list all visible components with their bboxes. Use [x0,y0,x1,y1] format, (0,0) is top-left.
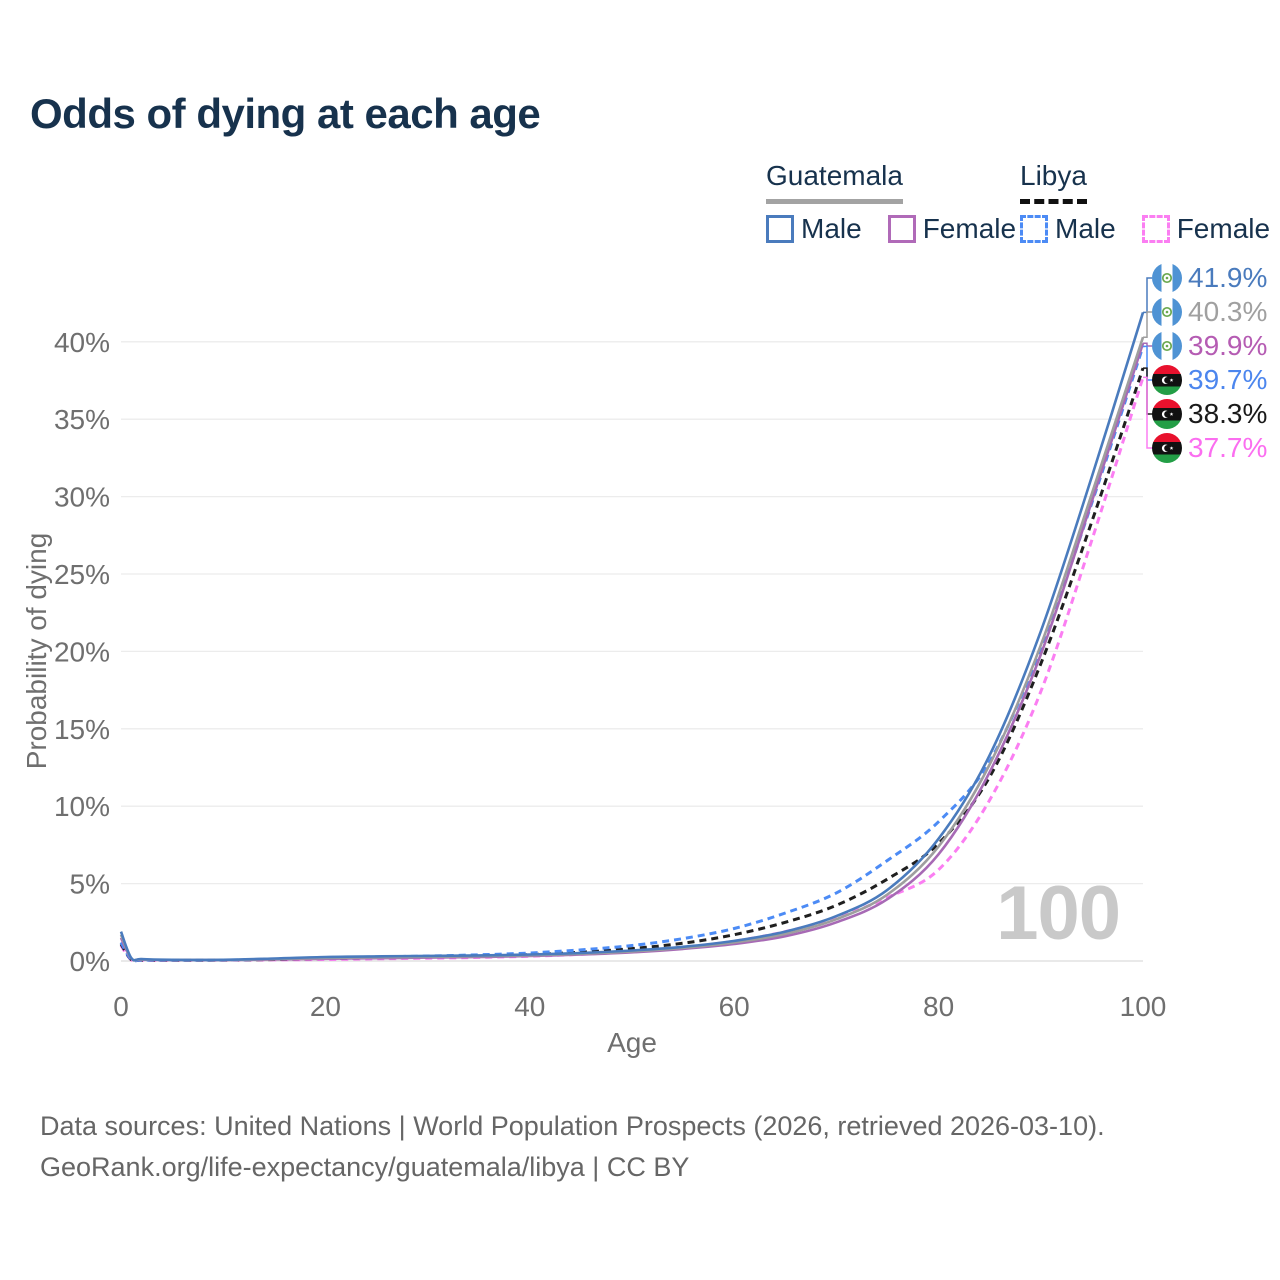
footer-sources: Data sources: United Nations | World Pop… [40,1111,1105,1141]
footer-attribution: GeoRank.org/life-expectancy/guatemala/li… [40,1152,690,1182]
y-axis-title: Probability of dying [21,533,52,770]
legend-item-libya-female[interactable]: Female [1141,213,1271,245]
y-tick-label: 15% [54,714,110,745]
end-label-guatemala-2: 39.9% [1152,329,1267,363]
leader-line [1143,342,1153,347]
end-label-value: 38.3% [1188,398,1268,429]
page-title: Odds of dying at each age [30,90,541,137]
y-tick-label: 20% [54,636,110,667]
legend-item-label: Female [1176,213,1271,244]
guatemala-flag-icon [1152,263,1182,293]
legend-group-guatemala: Guatemala Male Female [766,160,1016,245]
series-line-guatemala-male[interactable] [119,312,1145,962]
x-tick-label: 0 [113,991,129,1022]
libya-flag-icon [1152,399,1182,429]
end-label-value: 41.9% [1188,262,1268,293]
x-tick-label: 20 [310,991,341,1022]
legend-item-label: Male [1055,213,1116,244]
age-frame-watermark: 100 [996,871,1121,956]
end-label-value: 39.7% [1188,364,1268,395]
y-tick-label: 0% [70,946,110,977]
y-tick-label: 10% [54,791,110,822]
y-tick-label: 35% [54,404,110,435]
end-label-libya-4: 38.3% [1152,397,1267,431]
leader-line [1143,311,1153,338]
y-tick-label: 5% [70,869,110,900]
legend-item-libya-male[interactable]: Male [1020,213,1116,245]
series-line-guatemala-all[interactable] [119,336,1145,962]
series-line-libya-male[interactable] [119,345,1145,963]
x-tick-label: 80 [923,991,954,1022]
y-tick-label: 30% [54,482,110,513]
guatemala-flag-icon [1152,297,1182,327]
legend-country-libya[interactable]: Libya [1020,160,1087,204]
libya-female-swatch-icon [1141,215,1170,243]
leader-line [1143,277,1153,314]
y-tick-label: 40% [54,327,110,358]
legend-group-libya: Libya Male Female [1020,160,1270,245]
y-tick-label: 25% [54,559,110,590]
x-axis-title: Age [607,1027,657,1058]
x-tick-label: 40 [514,991,545,1022]
end-label-value: 37.7% [1188,432,1268,463]
guatemala-female-swatch-icon [887,215,916,243]
guatemala-flag-icon [1152,331,1182,361]
legend-item-label: Female [922,213,1017,244]
x-tick-label: 60 [719,991,750,1022]
legend-item-label: Male [801,213,862,244]
end-label-guatemala-1: 40.3% [1152,295,1267,329]
end-label-value: 40.3% [1188,296,1268,327]
legend-country-guatemala[interactable]: Guatemala [766,160,903,204]
leader-line [1143,376,1153,449]
libya-flag-icon [1152,433,1182,463]
x-tick-label: 100 [1120,991,1167,1022]
legend-item-guatemala-female[interactable]: Female [887,213,1017,245]
end-label-libya-3: 39.7% [1152,363,1267,397]
end-label-guatemala-0: 41.9% [1152,261,1267,295]
legend-item-guatemala-male[interactable]: Male [766,213,862,245]
end-label-value: 39.9% [1188,330,1268,361]
footer: Data sources: United Nations | World Pop… [40,1106,1105,1188]
guatemala-male-swatch-icon [766,215,794,243]
libya-male-swatch-icon [1020,215,1048,243]
leader-line [1143,345,1153,381]
libya-flag-icon [1152,365,1182,395]
end-label-libya-5: 37.7% [1152,431,1267,465]
line-chart: 0% 5% 10% 15% 20% 25% 30% 35% 40% 0 20 40 60 80 100 Age… [21,277,1167,1058]
